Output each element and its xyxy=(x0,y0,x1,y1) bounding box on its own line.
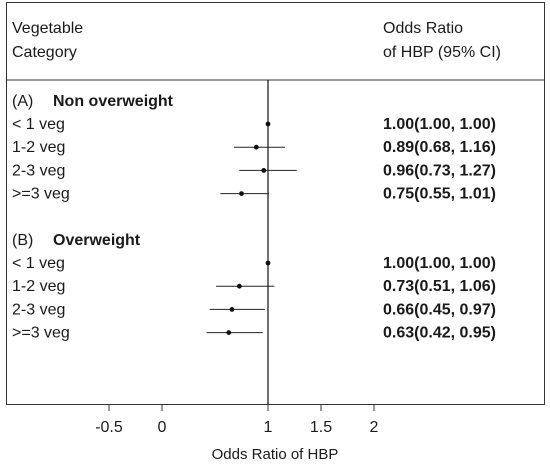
x-tick-label: 0 xyxy=(158,419,167,436)
row-label: 2-3 veg xyxy=(12,162,65,179)
or-point xyxy=(261,168,267,173)
row-label: 1-2 veg xyxy=(12,139,65,156)
row-label: 2-3 veg xyxy=(12,301,65,318)
row-label: < 1 veg xyxy=(12,255,65,272)
x-tick-label: -0.5 xyxy=(95,419,123,436)
or-value-text: 0.75(0.55, 1.01) xyxy=(383,186,496,203)
x-tick-label: 2 xyxy=(370,419,379,436)
header-right-line1: Odds Ratio xyxy=(383,20,463,37)
or-point xyxy=(265,260,271,266)
plot-frame xyxy=(6,2,545,405)
or-point xyxy=(229,307,235,312)
header-left-line1: Vegetable xyxy=(12,20,83,37)
group-title: Overweight xyxy=(53,232,141,249)
or-value-text: 0.96(0.73, 1.27) xyxy=(383,162,496,179)
row-label: 1-2 veg xyxy=(12,278,65,295)
or-point xyxy=(265,121,271,127)
or-value-text: 0.63(0.42, 0.95) xyxy=(383,325,496,342)
row-label: >=3 veg xyxy=(12,186,70,203)
or-point xyxy=(236,283,242,289)
or-point xyxy=(226,330,232,335)
or-point xyxy=(239,191,244,197)
or-value-text: 1.00(1.00, 1.00) xyxy=(383,116,496,133)
row-label: < 1 veg xyxy=(12,116,65,133)
group-prefix: (B) xyxy=(12,232,33,249)
group-prefix: (A) xyxy=(12,93,33,110)
row-label: >=3 veg xyxy=(12,325,70,342)
x-tick-label: 1.5 xyxy=(310,419,332,436)
or-value-text: 0.66(0.45, 0.97) xyxy=(383,301,496,318)
or-value-text: 1.00(1.00, 1.00) xyxy=(383,255,496,272)
x-tick-label: 1 xyxy=(264,419,273,436)
header-right-line2: of HBP (95% CI) xyxy=(383,44,501,61)
or-value-text: 0.89(0.68, 1.16) xyxy=(383,139,496,156)
group-title: Non overweight xyxy=(53,93,174,110)
or-point xyxy=(253,144,259,150)
x-axis-label: Odds Ratio of HBP xyxy=(212,446,339,463)
or-value-text: 0.73(0.51, 1.06) xyxy=(383,278,496,295)
header-left-line2: Category xyxy=(12,44,77,61)
